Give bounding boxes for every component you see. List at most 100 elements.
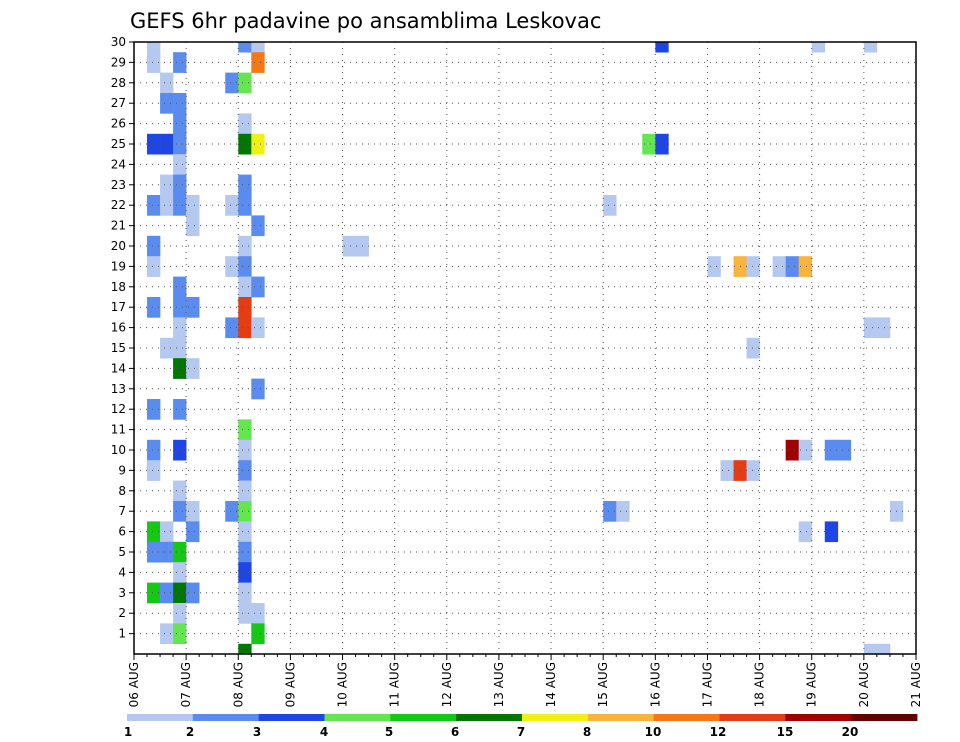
x-tick-label: 15 AUG	[596, 662, 610, 707]
y-tick-label: 30	[111, 35, 126, 49]
heatmap-cell	[173, 603, 187, 624]
heatmap-cell	[251, 603, 265, 624]
heatmap-cell	[746, 337, 760, 359]
heatmap-cell	[238, 460, 252, 481]
heatmap-cell	[238, 256, 252, 277]
heatmap-cell	[603, 501, 617, 522]
heatmap-cell	[876, 317, 891, 339]
heatmap-cell	[160, 195, 174, 216]
heatmap-cell	[147, 541, 161, 563]
heatmap-cell	[173, 317, 187, 339]
heatmap-cell	[251, 317, 265, 339]
y-tick-label: 13	[111, 382, 126, 396]
heatmap-cell	[173, 541, 187, 563]
heatmap-cell	[720, 460, 734, 481]
heatmap-cell	[238, 480, 252, 502]
heatmap-cell	[238, 72, 252, 94]
heatmap-cell	[238, 603, 252, 624]
heatmap-cell	[238, 317, 252, 339]
x-axis-ticks: 06 AUG 07 AUG 08 AUG 09 AUG 10 AUG 11 AUG 12 A…	[127, 654, 923, 707]
heatmap-cell	[642, 133, 656, 155]
grid-lines	[134, 42, 916, 654]
heatmap-cell	[173, 582, 187, 604]
heatmap-cell	[798, 256, 813, 277]
y-tick-label: 14	[111, 361, 126, 375]
heatmap-cell	[160, 93, 174, 114]
heatmap-cell	[225, 256, 239, 277]
legend-swatch	[785, 714, 852, 721]
heatmap-cell	[238, 42, 252, 53]
y-tick-label: 9	[118, 463, 126, 477]
color-legend: 1 2 3 4 5 6 7 8 10 12 15 20	[124, 714, 918, 739]
legend-swatch	[587, 714, 655, 721]
legend-swatch	[851, 714, 918, 721]
legend-swatch	[456, 714, 523, 721]
heatmap-cell	[238, 276, 252, 298]
heatmap-cell	[251, 133, 265, 155]
x-tick-label: 19 AUG	[805, 662, 819, 707]
heatmap-cell	[251, 42, 265, 53]
y-tick-label: 2	[118, 606, 126, 620]
heatmap-cell	[251, 276, 265, 298]
heatmap-cell	[160, 174, 174, 196]
x-tick-label: 09 AUG	[283, 662, 297, 707]
heatmap-cell	[173, 480, 187, 502]
heatmap-cell	[186, 501, 200, 522]
legend-label: 7	[517, 725, 525, 739]
heatmap-cell	[147, 399, 161, 420]
y-tick-label: 3	[118, 586, 126, 600]
heatmap-cell	[655, 42, 669, 53]
heatmap-cell	[160, 582, 174, 604]
heatmap-cell	[173, 501, 187, 522]
heatmap-cell	[238, 521, 252, 543]
heatmap-cell	[837, 439, 852, 461]
x-tick-label: 14 AUG	[544, 662, 558, 707]
y-tick-label: 17	[111, 300, 126, 314]
y-tick-label: 26	[111, 117, 126, 131]
y-tick-label: 20	[111, 239, 126, 253]
heatmap-cell	[225, 317, 239, 339]
x-tick-label: 18 AUG	[753, 662, 767, 707]
heatmap-cell	[616, 501, 630, 522]
y-tick-label: 1	[118, 627, 126, 641]
heatmap-cell	[147, 52, 161, 73]
legend-label: 10	[645, 725, 662, 739]
heatmap-cell	[147, 439, 161, 461]
heatmap-cell	[173, 358, 187, 379]
y-tick-label: 15	[111, 341, 126, 355]
x-tick-label: 08 AUG	[231, 662, 245, 707]
heatmap-cell	[147, 460, 161, 481]
heatmap-cell	[238, 643, 252, 655]
legend-swatch	[258, 714, 325, 721]
x-tick-label: 12 AUG	[440, 662, 454, 707]
y-tick-label: 24	[111, 157, 126, 171]
heatmap-cell	[173, 623, 187, 645]
heatmap-cell	[342, 235, 356, 257]
y-tick-label: 27	[111, 96, 126, 110]
chart-title: GEFS 6hr padavine po ansamblima Leskovac	[130, 9, 601, 33]
heatmap-cell	[173, 195, 187, 216]
heatmap-cell	[785, 256, 799, 277]
heatmap-cell	[147, 297, 161, 318]
heatmap-cell	[863, 643, 878, 655]
heatmap-cell	[147, 521, 161, 543]
legend-label: 4	[320, 725, 328, 739]
y-tick-label: 7	[118, 504, 126, 518]
heatmap-cell	[876, 643, 891, 655]
heatmap-cell	[186, 297, 200, 318]
y-tick-label: 19	[111, 259, 126, 273]
heatmap-cell	[225, 195, 239, 216]
heatmap-cell	[238, 195, 252, 216]
legend-label: 15	[777, 725, 794, 739]
heatmap-cell	[160, 133, 174, 155]
legend-swatch	[192, 714, 260, 721]
legend-swatch	[719, 714, 786, 721]
heatmap-cell	[160, 72, 174, 94]
heatmap-cell	[173, 93, 187, 114]
legend-swatch	[390, 714, 457, 721]
heatmap-cell	[225, 501, 239, 522]
heatmap-cell	[238, 541, 252, 563]
heatmap-cell	[147, 256, 161, 277]
heatmap-cell	[238, 235, 252, 257]
heatmap-cell	[173, 174, 187, 196]
